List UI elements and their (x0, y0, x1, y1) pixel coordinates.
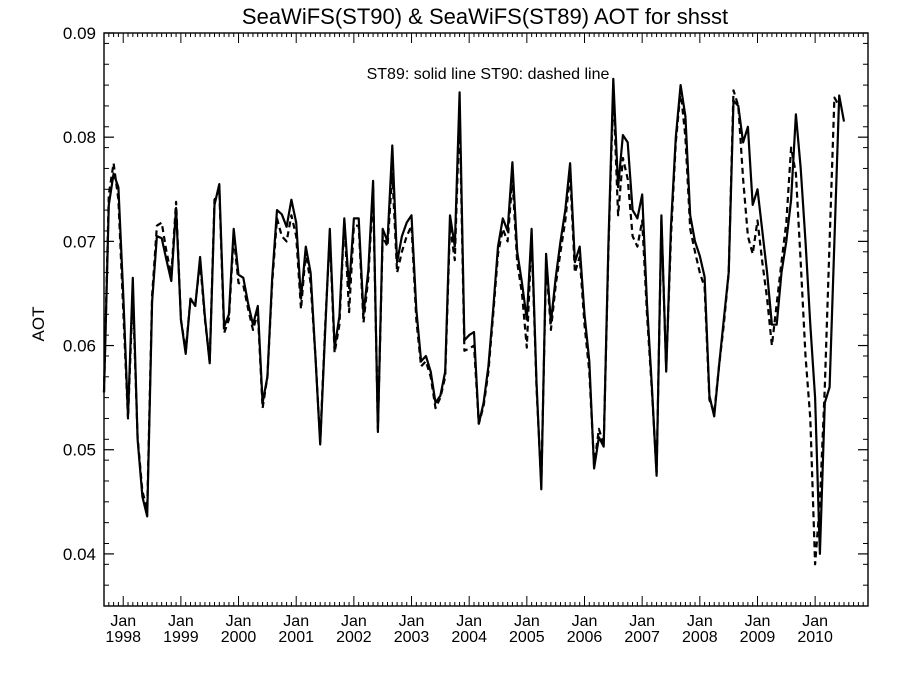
x-tick-label-month: Jan (226, 613, 252, 630)
x-tick-label-year: 1999 (163, 629, 199, 646)
x-tick-label-year: 2004 (451, 629, 487, 646)
x-tick-label-month: Jan (687, 613, 713, 630)
plot-area: 0.040.050.060.070.080.09Jan1998Jan1999Ja… (63, 24, 869, 646)
x-tick-label-month: Jan (802, 613, 828, 630)
x-tick-label-month: Jan (456, 613, 482, 630)
plot-frame (103, 32, 869, 607)
y-tick-label: 0.06 (63, 337, 96, 356)
x-tick-label-month: Jan (399, 613, 425, 630)
y-tick-label: 0.05 (63, 441, 96, 460)
x-tick-label-month: Jan (629, 613, 655, 630)
x-tick-label-year: 2006 (567, 629, 603, 646)
x-tick-label-year: 2010 (797, 629, 833, 646)
x-tick-label-month: Jan (514, 613, 540, 630)
x-tick-label-month: Jan (110, 613, 136, 630)
y-tick-label: 0.04 (63, 545, 96, 564)
x-tick-label-year: 2001 (278, 629, 314, 646)
x-tick-label-month: Jan (341, 613, 367, 630)
y-axis-label: AOT (29, 307, 48, 342)
x-tick-label-month: Jan (745, 613, 771, 630)
x-tick-label-month: Jan (168, 613, 194, 630)
x-tick-label-year: 2000 (221, 629, 257, 646)
chart-title: SeaWiFS(ST90) & SeaWiFS(ST89) AOT for sh… (242, 4, 728, 29)
y-tick-label: 0.07 (63, 232, 96, 251)
x-tick-label-month: Jan (283, 613, 309, 630)
x-tick-label-year: 2002 (336, 629, 372, 646)
series-line-st90 (102, 89, 841, 566)
x-tick-label-year: 1998 (105, 629, 141, 646)
x-tick-label-year: 2008 (682, 629, 718, 646)
y-tick-label: 0.08 (63, 128, 96, 147)
x-tick-label-year: 2003 (394, 629, 430, 646)
y-tick-label: 0.09 (63, 24, 96, 43)
line-style-note: ST89: solid line ST90: dashed line (367, 66, 610, 83)
x-tick-label-year: 2007 (624, 629, 660, 646)
x-tick-label-year: 2009 (740, 629, 776, 646)
x-tick-label-month: Jan (572, 613, 598, 630)
x-tick-label-year: 2005 (509, 629, 545, 646)
